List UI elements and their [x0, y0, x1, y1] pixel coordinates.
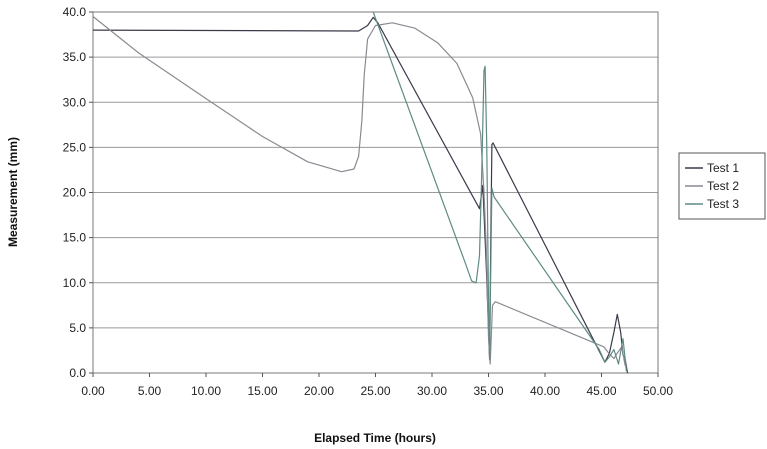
x-tick-label: 20.00	[304, 384, 334, 398]
x-tick-label: 40.00	[530, 384, 560, 398]
series-lines	[92, 11, 629, 374]
y-tick-label: 20.0	[63, 186, 87, 200]
y-axis-title: Measurement (mm)	[6, 137, 20, 247]
y-tick-label: 35.0	[63, 50, 87, 64]
x-tick-label: 15.00	[247, 384, 277, 398]
legend-label: Test 2	[707, 179, 739, 193]
x-tick-label: 50.00	[643, 384, 673, 398]
y-tick-label: 40.0	[63, 5, 87, 19]
x-tick-label: 45.00	[586, 384, 616, 398]
legend: Test 1 Test 2 Test 3	[678, 152, 766, 220]
x-tick-label: 25.00	[360, 384, 390, 398]
x-axis: 0.00 5.00 10.00 15.00 20.00 25.00 30.00 35.00 40…	[81, 373, 673, 398]
series-line-test-2	[92, 16, 626, 366]
x-tick-label: 35.00	[473, 384, 503, 398]
series-line-test-1	[92, 16, 629, 374]
y-tick-label: 5.0	[69, 321, 86, 335]
legend-label: Test 3	[707, 197, 739, 211]
x-tick-label: 0.00	[81, 384, 105, 398]
y-tick-label: 10.0	[63, 276, 87, 290]
y-tick-label: 15.0	[63, 231, 87, 245]
y-axis: 0.0 5.0 10.0 15.0 20.0 25.0 30.0 35.0 40.0	[63, 5, 93, 380]
x-tick-label: 10.00	[191, 384, 221, 398]
y-grid-lines	[93, 56, 658, 329]
y-tick-label: 25.0	[63, 140, 87, 154]
y-tick-label: 0.0	[69, 366, 86, 380]
series-line-test-3	[372, 11, 627, 372]
legend-label: Test 1	[707, 161, 739, 175]
y-tick-label: 30.0	[63, 95, 87, 109]
x-tick-label: 30.00	[417, 384, 447, 398]
x-tick-label: 5.00	[138, 384, 162, 398]
x-axis-title: Elapsed Time (hours)	[314, 431, 436, 445]
